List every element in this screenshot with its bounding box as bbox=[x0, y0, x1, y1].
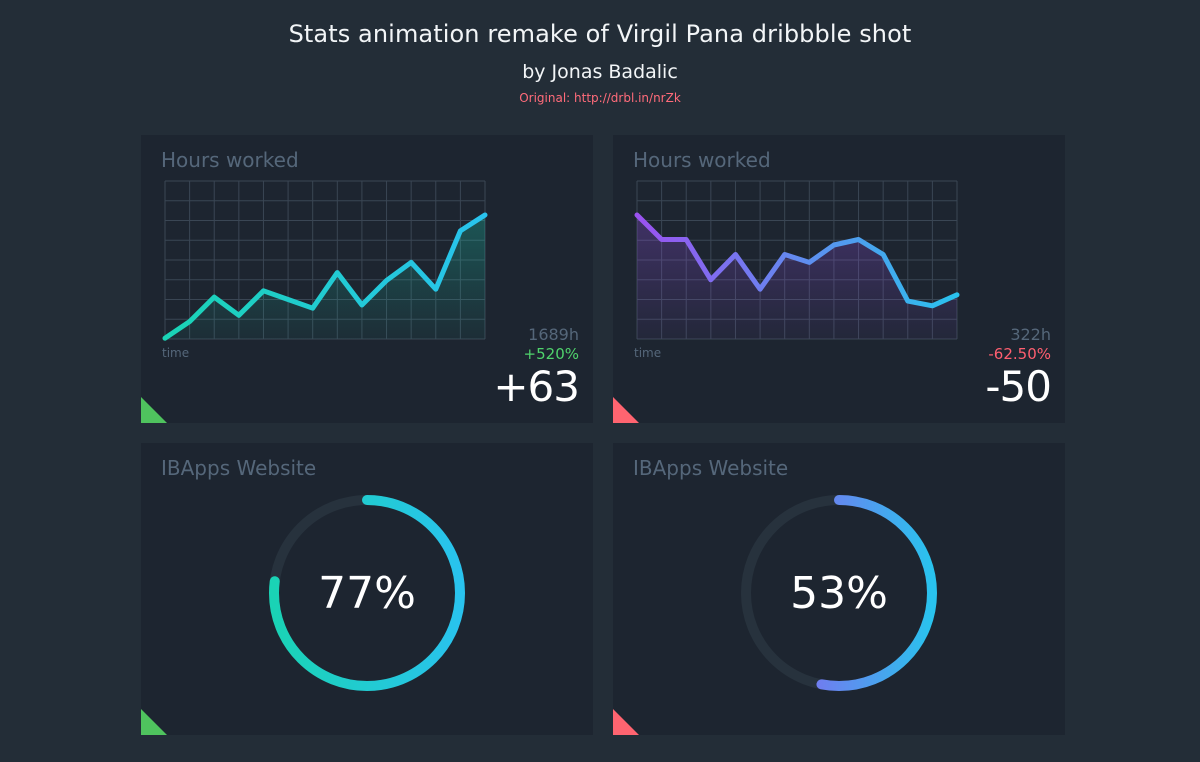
card-title: IBApps Website bbox=[161, 456, 317, 480]
ibapps-website-card-2: IBApps Website 53% bbox=[613, 443, 1065, 735]
trend-corner-indicator bbox=[141, 397, 167, 423]
trend-corner-indicator bbox=[613, 709, 639, 735]
change-value: -50 bbox=[985, 362, 1052, 411]
total-hours: 322h bbox=[1010, 325, 1051, 344]
series-line bbox=[634, 212, 960, 309]
progress-arc bbox=[741, 495, 937, 691]
series-area bbox=[637, 215, 957, 339]
change-value: +63 bbox=[493, 362, 580, 411]
progress-value: 77% bbox=[318, 568, 416, 619]
progress-value: 53% bbox=[790, 568, 888, 619]
ibapps-website-card-1: IBApps Website 77% bbox=[141, 443, 593, 735]
hours-worked-card-negative: Hours worked time 322h -62.50% -50 bbox=[613, 135, 1065, 423]
page-title: Stats animation remake of Virgil Pana dr… bbox=[288, 20, 912, 48]
author-line: by Jonas Badalic bbox=[522, 61, 678, 83]
trend-corner-indicator bbox=[141, 709, 167, 735]
hours-worked-card-positive: Hours worked time 1689h +520% +63 bbox=[141, 135, 593, 423]
trend-corner-indicator bbox=[613, 397, 639, 423]
total-hours: 1689h bbox=[528, 325, 579, 344]
progress-arc bbox=[269, 495, 465, 691]
hours-line-chart bbox=[162, 180, 488, 341]
x-axis-label: time bbox=[162, 346, 190, 360]
change-percent: -62.50% bbox=[988, 345, 1051, 363]
hours-line-chart bbox=[634, 180, 960, 340]
change-percent: +520% bbox=[523, 345, 579, 363]
card-title: Hours worked bbox=[161, 148, 299, 172]
original-link[interactable]: Original: http://drbl.in/nrZk bbox=[519, 91, 681, 105]
progress-ring bbox=[741, 495, 937, 691]
x-axis-label: time bbox=[634, 346, 662, 360]
series-line bbox=[162, 212, 488, 341]
card-title: Hours worked bbox=[633, 148, 771, 172]
series-area bbox=[165, 215, 485, 339]
card-title: IBApps Website bbox=[633, 456, 789, 480]
progress-ring bbox=[269, 495, 465, 691]
